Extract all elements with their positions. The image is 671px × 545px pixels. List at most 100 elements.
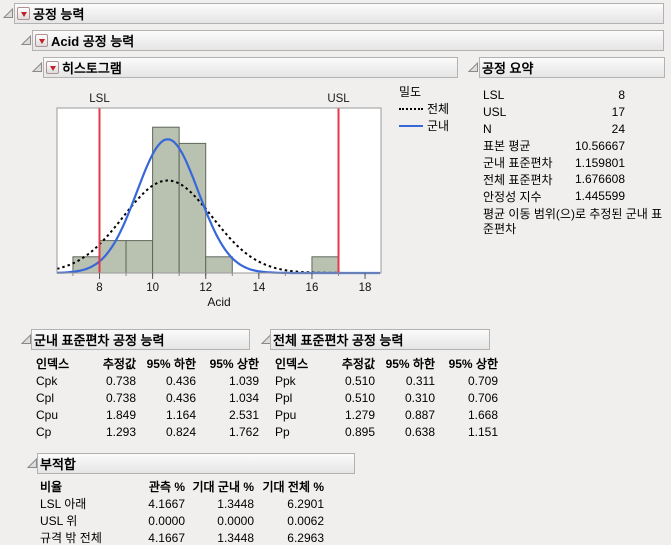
red-triangle-menu-icon[interactable]: [35, 34, 48, 47]
cell: 0.0062: [287, 513, 324, 528]
disclosure-icon-level2[interactable]: [21, 35, 32, 46]
cell: 1.039: [228, 373, 259, 388]
cell: 0.436: [165, 373, 196, 388]
table-row: Ppl 0.510 0.310 0.706: [275, 389, 498, 406]
cell: 0.638: [404, 424, 435, 439]
outline-title: 공정 요약: [482, 61, 534, 76]
summary-value: 8: [618, 88, 625, 103]
summary-value: 1.676608: [574, 172, 625, 187]
cell: 1.849: [105, 407, 136, 422]
within-sigma-note: 평균 이동 범위(으)로 추정된 군내 표준편차: [483, 207, 663, 236]
column-header: 기대 군내 %: [192, 480, 255, 494]
column-header: 인덱스: [36, 357, 70, 371]
table-header-row: 비율 관측 % 기대 군내 % 기대 전체 %: [40, 478, 324, 495]
cell: 1.293: [105, 424, 136, 439]
cell: LSL 아래: [40, 497, 87, 511]
column-header: 추정값: [341, 357, 375, 371]
column-header: 추정값: [102, 357, 136, 371]
svg-text:10: 10: [146, 282, 159, 294]
svg-text:LSL: LSL: [89, 93, 110, 105]
cell: 1.279: [344, 407, 375, 422]
red-triangle-menu-icon[interactable]: [17, 7, 30, 20]
cell: 1.3448: [217, 496, 254, 511]
legend-label: 전체: [427, 102, 450, 116]
cell: 1.164: [165, 407, 196, 422]
column-header: 95% 상한: [448, 357, 498, 371]
cell: 2.531: [228, 407, 259, 422]
outline-header-overall-capability[interactable]: 전체 표준편차 공정 능력: [270, 329, 490, 350]
cell: 0.709: [467, 373, 498, 388]
table-header-row: 인덱스 추정값 95% 하한 95% 상한: [36, 355, 259, 372]
outline-header-histogram[interactable]: 히스토그램: [43, 57, 458, 78]
column-header: 95% 하한: [146, 357, 196, 371]
summary-label: 군내 표준편차: [483, 156, 553, 171]
outline-header-process-summary[interactable]: 공정 요약: [479, 57, 665, 78]
outline-title: 부적합: [40, 457, 76, 472]
summary-value: 1.445599: [574, 189, 625, 204]
table-row: Cp 1.293 0.824 1.762: [36, 423, 259, 440]
outline-title: 군내 표준편차 공정 능력: [34, 333, 165, 348]
column-header: 관측 %: [148, 480, 185, 494]
cell: Cpk: [36, 373, 58, 388]
cell: 1.3448: [217, 530, 254, 545]
summary-row: N 24: [483, 121, 625, 138]
cell: 1.762: [228, 424, 259, 439]
summary-label: 전체 표준편차: [483, 172, 553, 187]
svg-text:16: 16: [306, 282, 319, 294]
table-row: Cpl 0.738 0.436 1.034: [36, 389, 259, 406]
table-row: USL 위 0.0000 0.0000 0.0062: [40, 512, 324, 529]
disclosure-icon-histogram[interactable]: [32, 62, 43, 73]
cell: 1.668: [467, 407, 498, 422]
legend-title: 밀도: [399, 85, 422, 99]
cell: 0.0000: [217, 513, 254, 528]
summary-row: 전체 표준편차 1.676608: [483, 171, 625, 188]
summary-row: 안정성 지수 1.445599: [483, 188, 625, 205]
outline-title: 히스토그램: [62, 61, 122, 76]
column-header: 95% 하한: [385, 357, 435, 371]
disclosure-icon-nonconformance[interactable]: [27, 458, 38, 469]
cell: Cp: [36, 424, 52, 439]
outline-header-nonconformance[interactable]: 부적합: [37, 453, 355, 474]
cell: 0.311: [405, 373, 435, 388]
summary-value: 10.56667: [574, 138, 625, 153]
cell: 0.887: [404, 407, 435, 422]
outline-header-process-capability[interactable]: 공정 능력: [14, 3, 664, 24]
cell: 0.436: [165, 390, 196, 405]
cell: 0.0000: [148, 513, 185, 528]
disclosure-icon-within-capability[interactable]: [21, 334, 32, 345]
legend-item-overall[interactable]: 전체: [399, 100, 449, 117]
summary-label: N: [483, 121, 492, 136]
outline-header-acid-process-capability[interactable]: Acid 공정 능력: [32, 30, 664, 51]
summary-value: 17: [611, 105, 625, 120]
svg-text:14: 14: [252, 282, 265, 294]
cell: 4.1667: [148, 530, 185, 545]
summary-label: LSL: [483, 88, 505, 103]
process-summary-list: LSL 8 USL 17 N 24 표본 평균 10.56667 군내 표준편차 1.15…: [483, 87, 625, 205]
table-row: Ppu 1.279 0.887 1.668: [275, 406, 498, 423]
disclosure-icon-summary[interactable]: [468, 62, 479, 73]
overall-capability-table: 인덱스 추정값 95% 하한 95% 상한 Ppk 0.510 0.311 0.709…: [275, 355, 498, 440]
legend-item-within[interactable]: 군내: [399, 117, 449, 134]
cell: Ppk: [275, 373, 296, 388]
outline-title: Acid 공정 능력: [51, 34, 135, 49]
cell: Cpu: [36, 407, 59, 422]
cell: 0.895: [344, 424, 375, 439]
outline-header-within-capability[interactable]: 군내 표준편차 공정 능력: [31, 329, 250, 350]
cell: 0.824: [165, 424, 196, 439]
summary-value: 1.159801: [574, 155, 625, 170]
red-triangle-menu-icon[interactable]: [46, 61, 59, 74]
cell: Ppu: [275, 407, 297, 422]
disclosure-icon-level1[interactable]: [3, 8, 14, 19]
cell: 0.738: [105, 373, 136, 388]
cell: 0.510: [344, 390, 375, 405]
overall-curve-swatch-icon: [399, 107, 423, 110]
cell: 4.1667: [148, 496, 185, 511]
summary-value: 24: [611, 121, 625, 136]
cell: Pp: [275, 424, 290, 439]
column-header: 비율: [40, 480, 63, 494]
histogram-plot[interactable]: LSL USL 8 10 12 14 16 18 Acid: [40, 82, 390, 314]
legend-label: 군내: [427, 119, 450, 133]
svg-text:8: 8: [96, 282, 102, 294]
summary-row: USL 17: [483, 104, 625, 121]
